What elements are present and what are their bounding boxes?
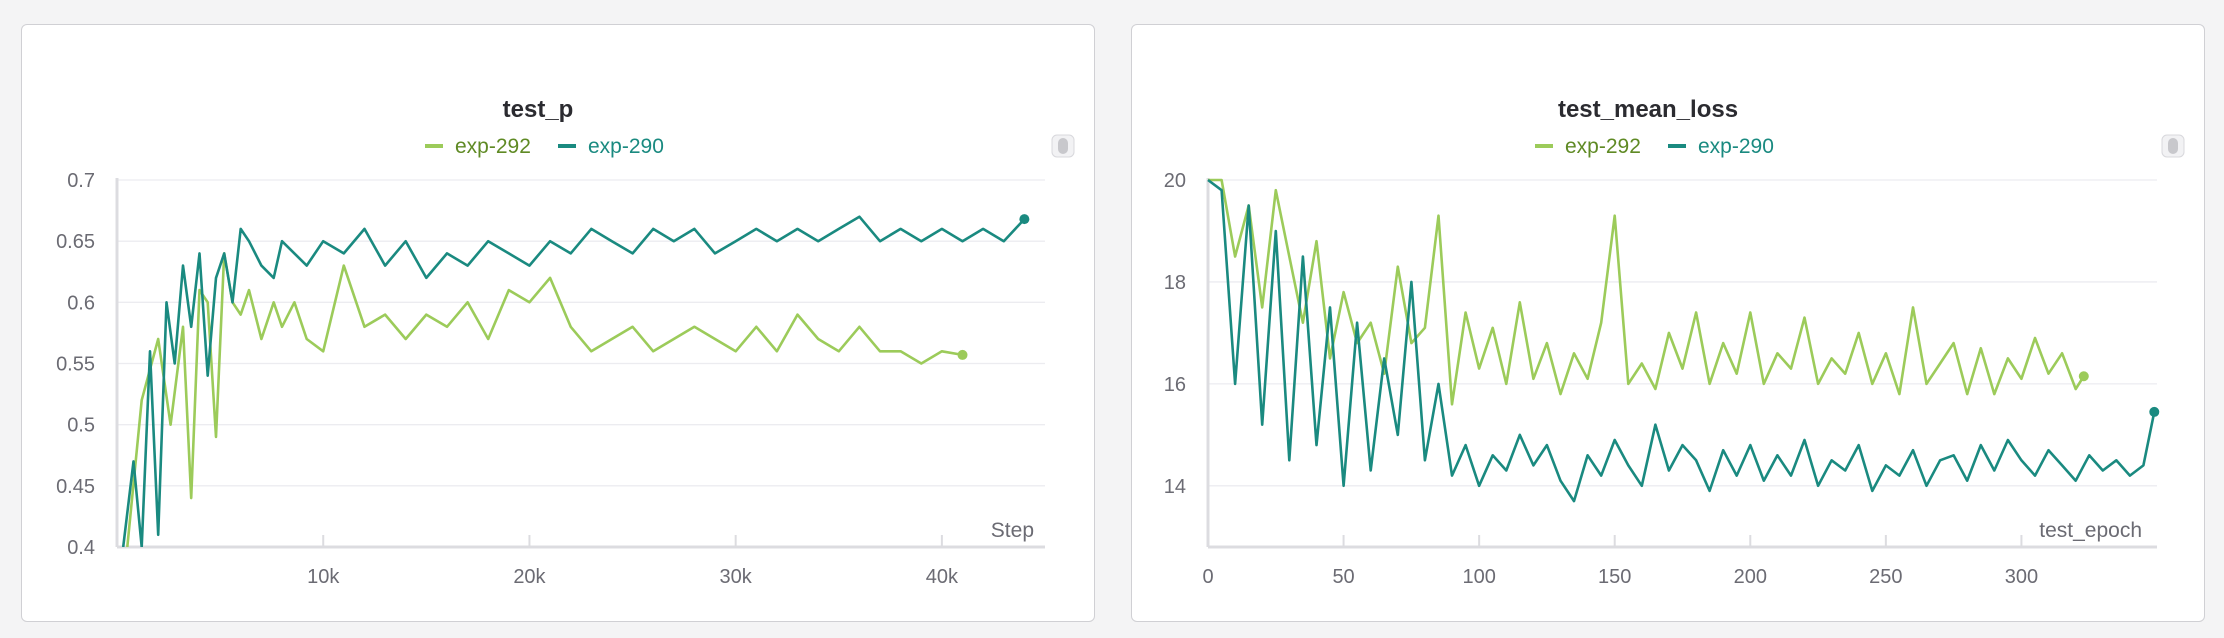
legend-label-exp-290[interactable]: exp-290 — [1698, 135, 1774, 158]
y-tick-label: 20 — [1164, 170, 1186, 192]
x-tick-label: 200 — [1734, 566, 1767, 588]
y-tick-label: 14 — [1164, 476, 1186, 498]
chart-panel-test-mean-loss: test_mean_loss exp-292 exp-290 test_epoc… — [1131, 24, 2205, 622]
chart-test-mean-loss: test_mean_loss exp-292 exp-290 test_epoc… — [1164, 96, 2185, 588]
series-end-point-exp-292[interactable] — [957, 349, 968, 360]
x-tick-label: 20k — [513, 566, 546, 588]
chart-title: test_mean_loss — [1558, 96, 1738, 123]
x-tick-label: 250 — [1869, 566, 1902, 588]
chart-title: test_p — [503, 96, 574, 123]
series-end-point-exp-290[interactable] — [1019, 214, 1030, 225]
legend-label-exp-292[interactable]: exp-292 — [455, 135, 531, 158]
y-tick-label: 18 — [1164, 272, 1186, 294]
scroll-handle[interactable] — [2161, 134, 2185, 158]
y-tick-label: 0.55 — [56, 354, 95, 376]
chart-panel-test-p: test_p exp-292 exp-290 Step 0.4 0.45 0.5 0.… — [21, 24, 1095, 622]
chart-test-p: test_p exp-292 exp-290 Step 0.4 0.45 0.5 0.… — [56, 96, 1075, 588]
y-tick-label: 0.4 — [67, 537, 95, 559]
x-tick-label: 40k — [926, 566, 959, 588]
x-tick-label: 10k — [307, 566, 340, 588]
series-end-point-exp-292[interactable] — [2078, 371, 2089, 382]
y-tick-label: 0.45 — [56, 476, 95, 498]
series-line-exp-292[interactable] — [126, 252, 963, 547]
x-axis-label: test_epoch — [2039, 519, 2142, 542]
legend-label-exp-290[interactable]: exp-290 — [588, 135, 664, 158]
y-tick-label: 0.7 — [67, 170, 95, 192]
series-end-point-exp-290[interactable] — [2149, 406, 2160, 417]
legend-label-exp-292[interactable]: exp-292 — [1565, 135, 1641, 158]
y-tick-label: 0.5 — [67, 415, 95, 437]
scroll-handle[interactable] — [1051, 134, 1075, 158]
x-axis-label: Step — [991, 519, 1034, 542]
x-tick-label: 0 — [1202, 566, 1213, 588]
x-tick-label: 100 — [1462, 566, 1495, 588]
y-tick-label: 0.65 — [56, 231, 95, 253]
x-tick-label: 50 — [1332, 566, 1354, 588]
x-tick-label: 30k — [720, 566, 753, 588]
x-tick-label: 150 — [1598, 566, 1631, 588]
series-line-exp-292[interactable] — [1208, 178, 2085, 406]
y-tick-label: 16 — [1164, 374, 1186, 396]
x-tick-label: 300 — [2005, 566, 2038, 588]
series-line-exp-290[interactable] — [121, 215, 1026, 547]
series-line-exp-290[interactable] — [1207, 178, 2156, 503]
y-tick-label: 0.6 — [67, 292, 95, 314]
